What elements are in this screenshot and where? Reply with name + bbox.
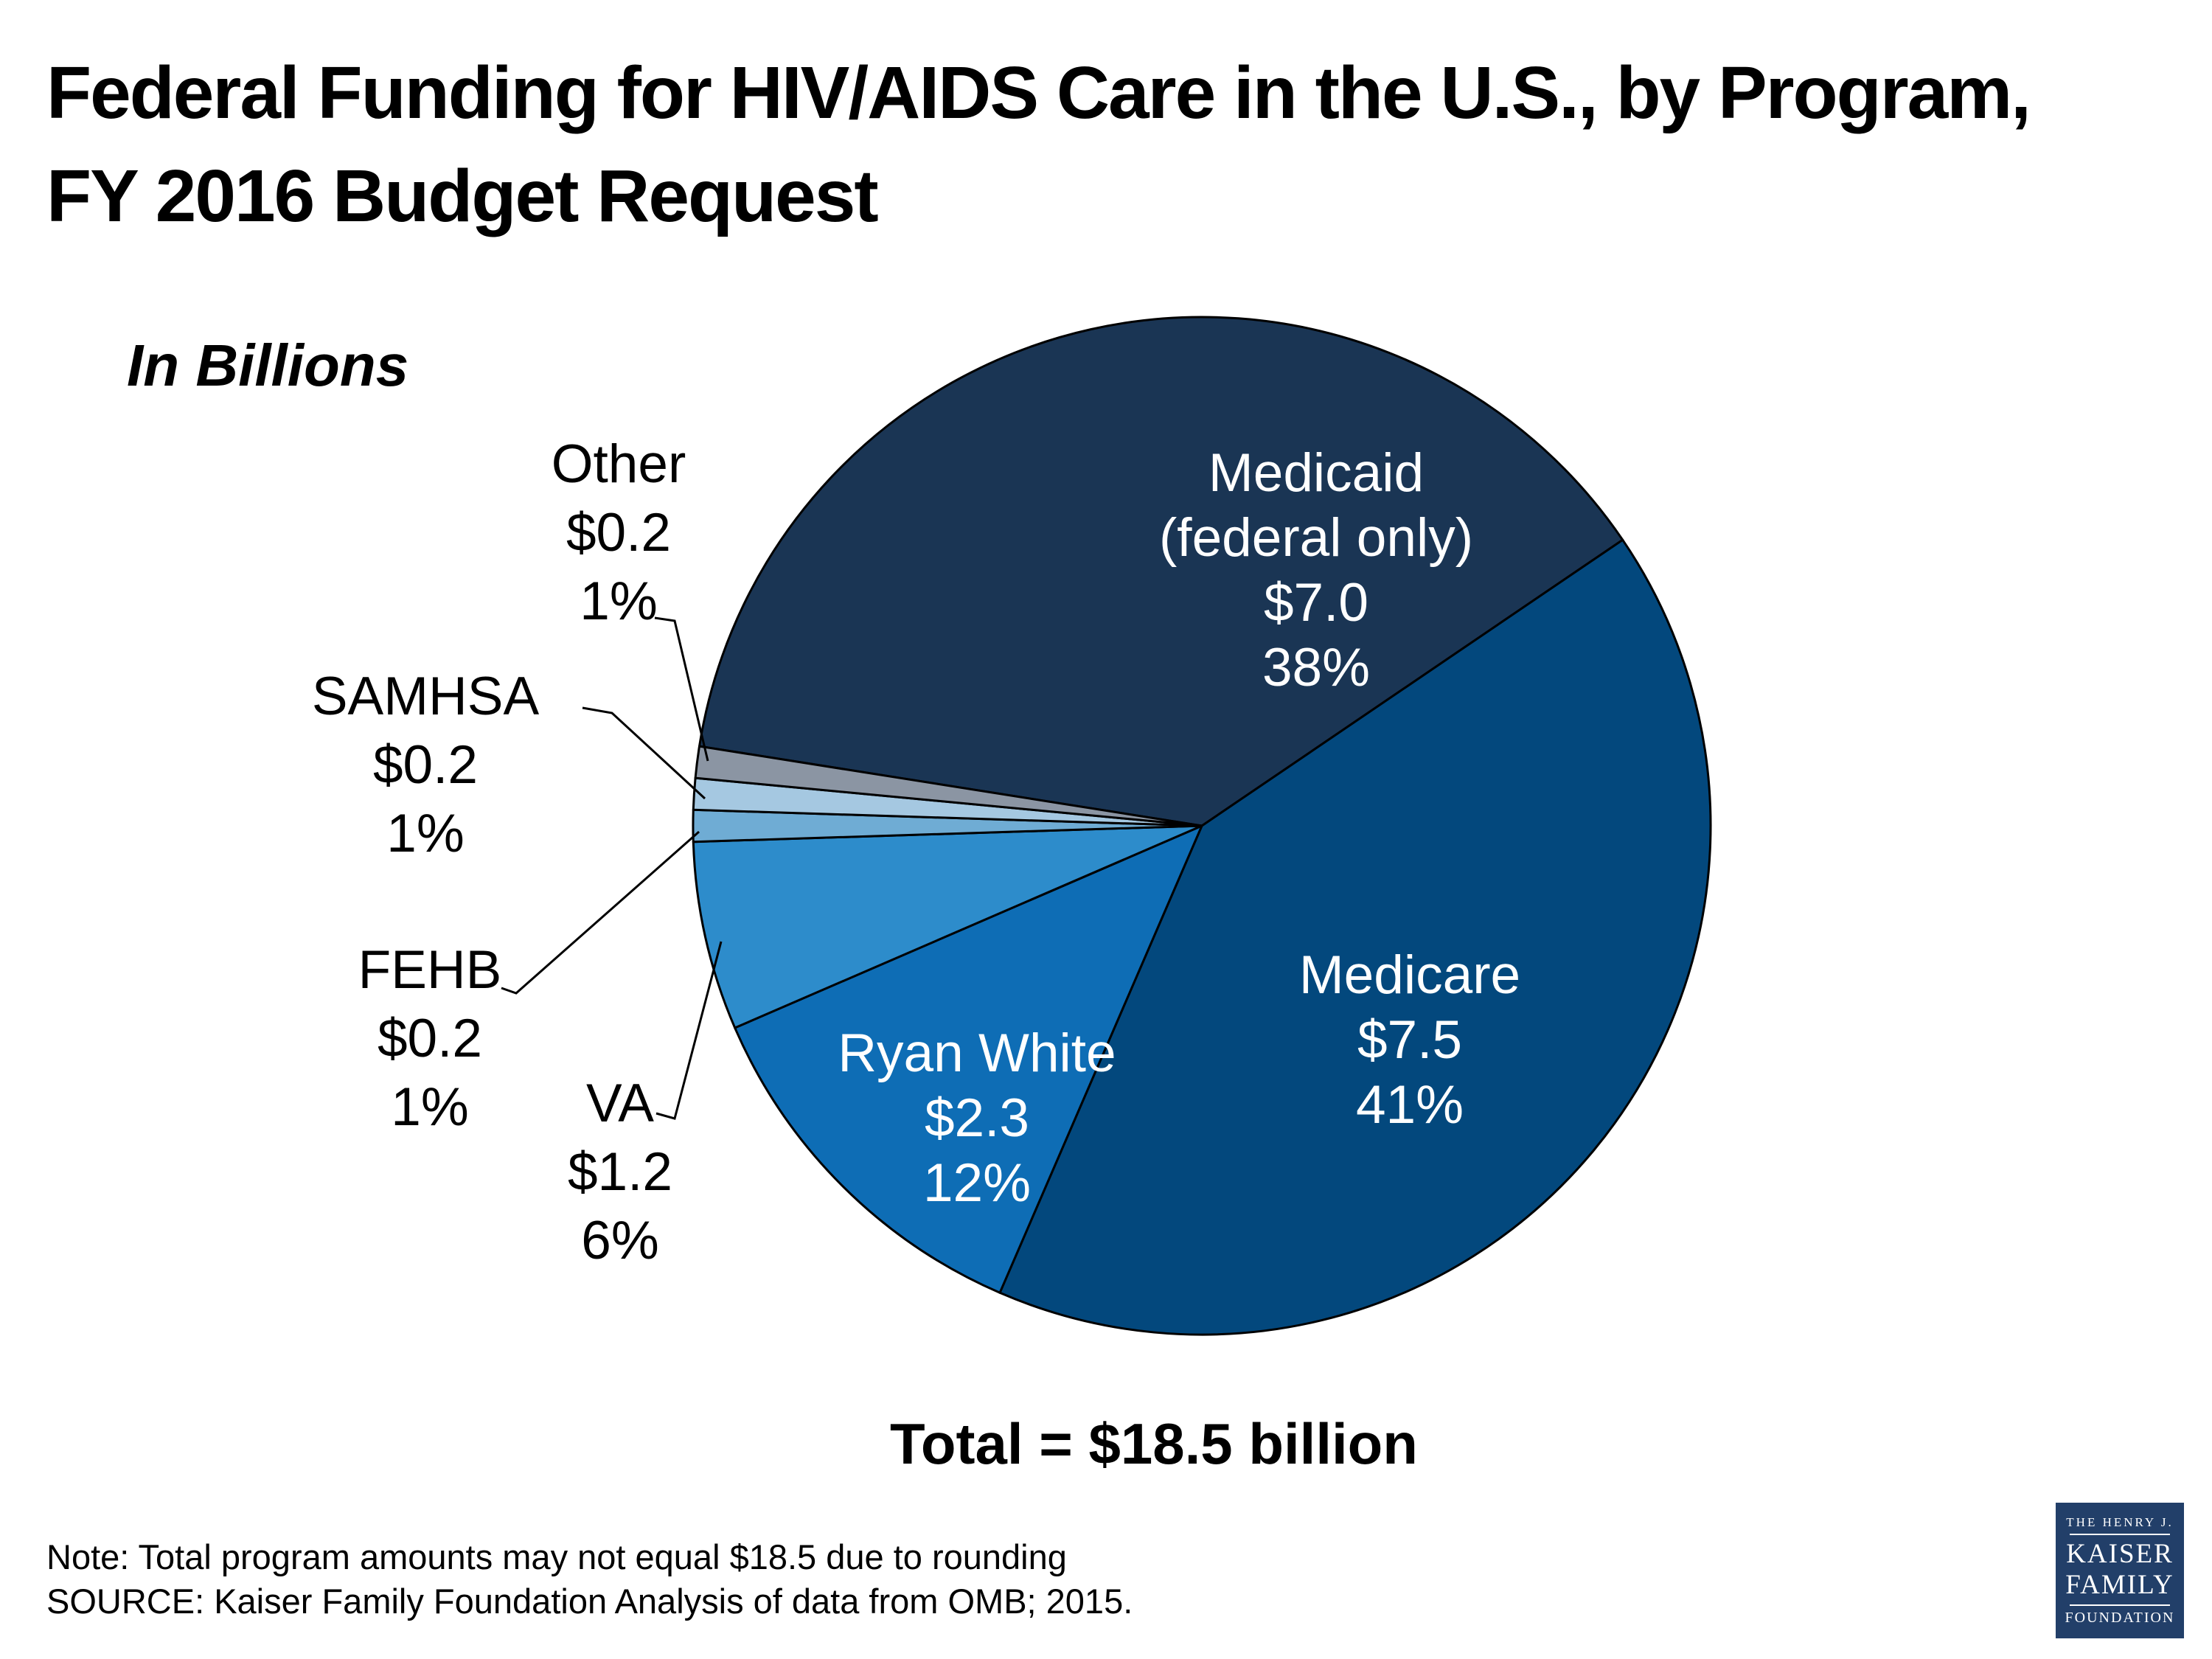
pie-slice-medicaid-federal-only: [698, 316, 1624, 827]
logo-divider-top: [2070, 1533, 2170, 1535]
pie-slice-va: [692, 824, 1203, 1029]
logo-line-the-henry-j: THE HENRY J.: [2066, 1514, 2174, 1529]
logo-line-family: FAMILY: [2065, 1569, 2174, 1600]
total-label: Total = $18.5 billion: [890, 1411, 1418, 1476]
leader-line-samhsa: [582, 706, 706, 800]
leader-line-fehb: [501, 830, 700, 995]
page-title-line1: Federal Funding for HIV/AIDS Care in the…: [46, 52, 2031, 134]
footnotes: Note: Total program amounts may not equa…: [46, 1535, 1669, 1624]
logo-line-foundation: FOUNDATION: [2065, 1609, 2175, 1626]
logo-line-kaiser: KAISER: [2066, 1538, 2174, 1569]
kaiser-family-foundation-logo: THE HENRY J. KAISER FAMILY FOUNDATION: [2056, 1503, 2184, 1638]
source-text: SOURCE: Kaiser Family Foundation Analysi…: [46, 1582, 1133, 1621]
page-title: Federal Funding for HIV/AIDS Care in the…: [46, 41, 2185, 248]
leader-line-va: [655, 941, 723, 1120]
pie-slices: [692, 316, 1712, 1336]
logo-divider-bottom: [2070, 1604, 2170, 1606]
units-label: In Billions: [127, 333, 409, 398]
note-text: Note: Total program amounts may not equa…: [46, 1537, 1067, 1576]
leader-line-other: [654, 616, 709, 762]
pie-slice-other: [694, 745, 1203, 827]
pie-slice-medicare: [998, 538, 1712, 1336]
pie-slice-ryan-white: [734, 824, 1203, 1294]
page-title-line2: FY 2016 Budget Request: [46, 155, 879, 237]
leader-lines: [501, 616, 723, 1120]
